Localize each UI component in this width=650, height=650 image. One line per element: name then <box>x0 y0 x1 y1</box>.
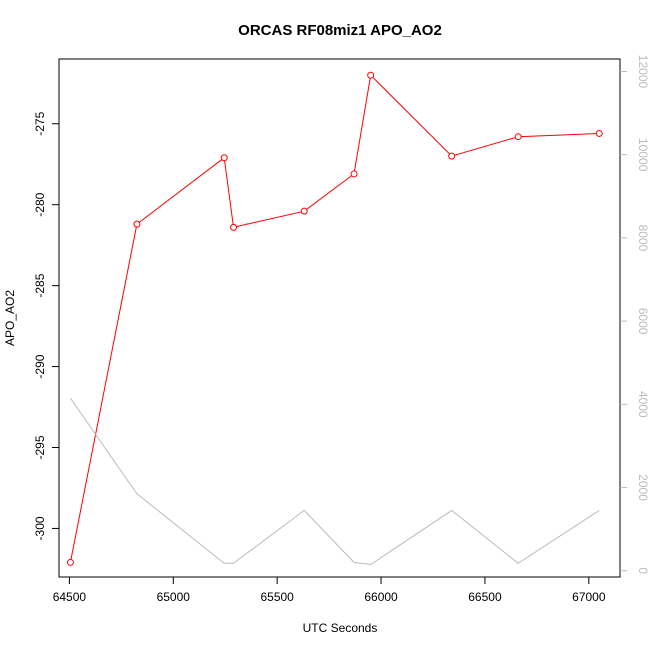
x-tick-label: 66500 <box>468 590 502 604</box>
data-point <box>595 129 603 137</box>
y-tick-label: -290 <box>33 354 47 378</box>
y-tick-label: -300 <box>33 516 47 540</box>
x-tick-label: 65500 <box>260 590 294 604</box>
x-axis-label: UTC Seconds <box>303 621 378 635</box>
x-tick-label: 67000 <box>572 590 606 604</box>
y-axis-label: APO_AO2 <box>3 290 17 346</box>
y-tick-label: -295 <box>33 435 47 459</box>
data-point <box>220 154 228 162</box>
data-point <box>133 220 141 228</box>
data-point <box>350 170 358 178</box>
y2-tick-label: 2000 <box>636 474 650 501</box>
x-tick-label: 64500 <box>53 590 87 604</box>
y-tick-label: -275 <box>33 111 47 135</box>
chart-marks: 64500 65000 65500 66000 66500 67000 -300 -295 -2… <box>33 55 650 604</box>
secondary-series-line <box>69 397 600 566</box>
data-point <box>300 207 308 215</box>
y2-tick-label: 0 <box>636 567 650 574</box>
y2-tick-label: 6000 <box>636 308 650 335</box>
y2-tick-label: 10000 <box>636 138 650 172</box>
data-point <box>448 152 456 160</box>
y-tick-label: -280 <box>33 192 47 216</box>
primary-series-line <box>69 74 600 563</box>
data-point <box>66 558 74 566</box>
data-point <box>230 223 238 231</box>
data-point <box>514 133 522 141</box>
x-tick-label: 65000 <box>157 590 191 604</box>
x-tick-label: 66000 <box>364 590 398 604</box>
y-tick-label: -285 <box>33 273 47 297</box>
y2-tick-label: 8000 <box>636 225 650 252</box>
chart-title: ORCAS RF08miz1 APO_AO2 <box>238 22 442 39</box>
y2-tick-label: 4000 <box>636 391 650 418</box>
plot-frame <box>58 58 621 578</box>
y2-tick-label: 12000 <box>636 55 650 89</box>
data-point <box>367 71 375 79</box>
